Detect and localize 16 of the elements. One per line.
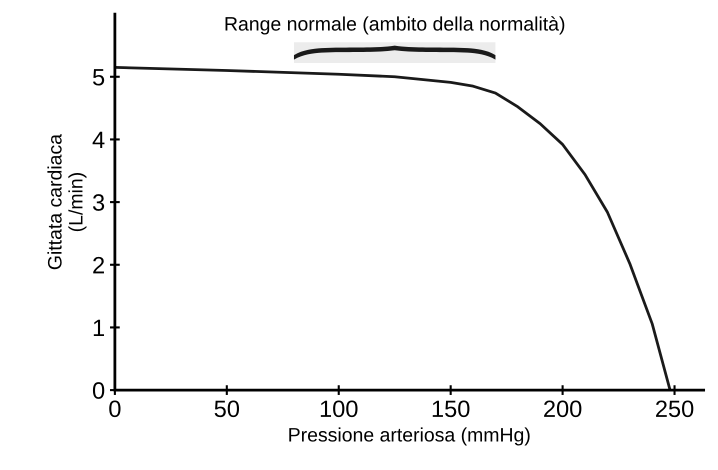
x-tick-label: 250 — [656, 400, 694, 418]
y-tick-label: 0 — [92, 382, 104, 399]
x-tick-label: 200 — [544, 400, 582, 418]
x-axis-title: Pressione arteriosa (mmHg) — [289, 427, 530, 446]
band-label: Range normale (ambito della normalità) — [226, 16, 564, 35]
y-tick-label: 1 — [94, 320, 104, 336]
x-tick-label: 150 — [432, 400, 470, 418]
y-tick-label: 5 — [92, 69, 104, 86]
y-tick-label: 2 — [93, 256, 104, 274]
x-tick-label: 100 — [320, 400, 358, 418]
y-axis-title: Gittata cardiaca (L/min) — [47, 134, 86, 270]
x-tick-label: 0 — [109, 400, 121, 418]
line-series — [114, 66, 672, 390]
y-tick-label: 3 — [92, 194, 104, 211]
y-tick-label: 4 — [92, 132, 104, 148]
x-tick-label: 50 — [214, 400, 240, 418]
